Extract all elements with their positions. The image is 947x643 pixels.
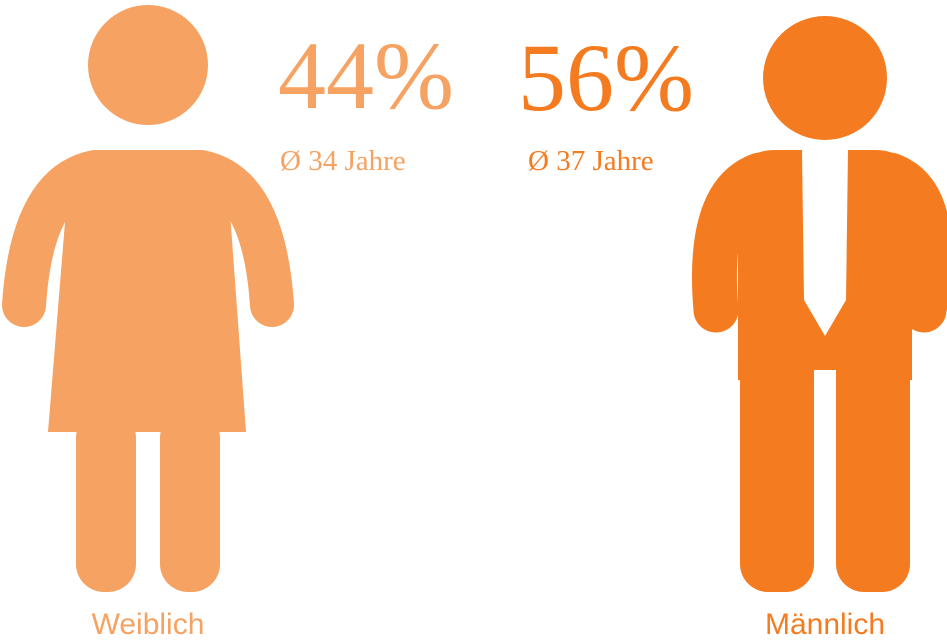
male-arm bbox=[867, 152, 947, 333]
leg-gap bbox=[814, 370, 836, 600]
female-figure bbox=[2, 5, 294, 592]
male-leg bbox=[836, 350, 910, 592]
male-percent: 56% bbox=[518, 24, 694, 131]
female-head bbox=[88, 5, 208, 125]
male-arm bbox=[691, 152, 783, 333]
female-age: Ø 34 Jahre bbox=[280, 145, 406, 177]
male-label: Männlich bbox=[765, 608, 885, 641]
female-label: Weiblich bbox=[92, 608, 205, 641]
tie bbox=[802, 150, 848, 336]
male-head bbox=[763, 16, 887, 140]
female-dress bbox=[48, 150, 246, 432]
female-percent: 44% bbox=[278, 22, 454, 129]
female-arm bbox=[179, 150, 294, 327]
female-leg bbox=[160, 410, 220, 592]
male-age: Ø 37 Jahre bbox=[528, 145, 654, 177]
male-leg bbox=[740, 350, 814, 592]
female-arm bbox=[2, 150, 117, 327]
male-figure bbox=[691, 16, 947, 600]
female-leg bbox=[76, 410, 136, 592]
